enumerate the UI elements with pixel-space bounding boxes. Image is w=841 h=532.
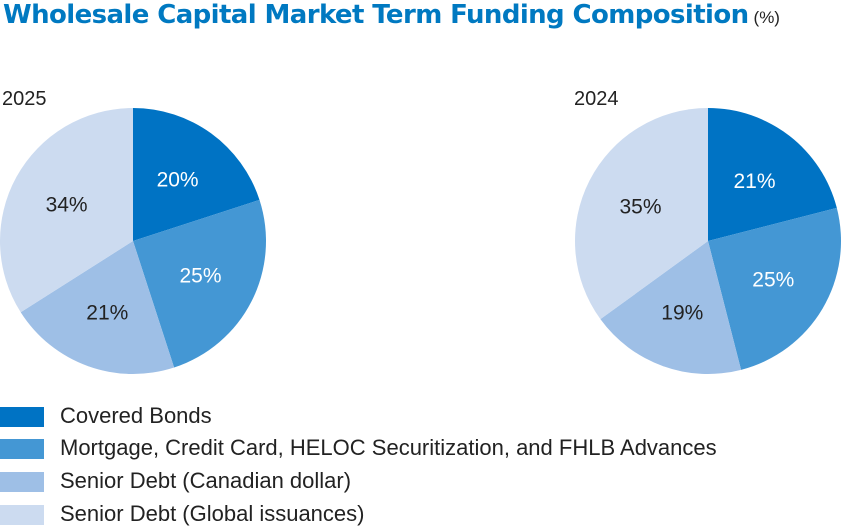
chart-title-row: Wholesale Capital Market Term Funding Co… (3, 0, 780, 30)
legend-label: Covered Bonds (60, 403, 212, 428)
pie-charts: 20% 25% 21% 34% 21% 25% 19% 35% (0, 108, 841, 375)
pie-slice-2024-mortgage-credit-card-heloc-securitization-and-fhlb-advances (708, 207, 841, 370)
slice-label-2024-senior-debt-global-issuances: 35% (619, 196, 661, 219)
legend-swatch (0, 505, 44, 525)
slice-label-2025-senior-debt-global-issuances: 34% (46, 194, 88, 217)
year-label-2025: 2025 (2, 88, 47, 110)
legend-label: Mortgage, Credit Card, HELOC Securitizat… (60, 435, 717, 460)
pie-slice-2025-covered-bonds (133, 108, 260, 241)
legend-swatch (0, 439, 44, 459)
pie-slice-2024-senior-debt-canadian-dollar (600, 241, 742, 375)
year-label-2024: 2024 (574, 88, 619, 110)
pie-slice-2025-senior-debt-global-issuances (0, 108, 133, 313)
slice-label-2024-covered-bonds: 21% (733, 170, 775, 193)
pie-slice-2025-senior-debt-canadian-dollar (20, 241, 175, 375)
pie-2024: 21% 25% 19% 35% (574, 108, 841, 375)
legend-label: Senior Debt (Canadian dollar) (60, 468, 352, 493)
pie-slice-2024-covered-bonds (708, 108, 837, 241)
chart-title: Wholesale Capital Market Term Funding Co… (3, 0, 749, 30)
legend-label: Senior Debt (Global issuances) (60, 501, 365, 526)
pie-slice-2024-senior-debt-global-issuances (574, 108, 708, 320)
slice-label-2025-senior-debt-canadian-dollar: 21% (86, 301, 128, 324)
slice-label-2025-covered-bonds: 20% (157, 169, 199, 192)
slice-label-2025-mortgage-credit-card-heloc-securitization-and-fhlb-advances: 25% (179, 264, 221, 287)
chart-unit: (%) (753, 8, 780, 27)
slice-label-2024-senior-debt-canadian-dollar: 19% (661, 301, 703, 324)
legend-swatch (0, 472, 44, 492)
legend-swatch (0, 407, 44, 427)
slice-label-2024-mortgage-credit-card-heloc-securitization-and-fhlb-advances: 25% (752, 269, 794, 292)
pie-slice-2025-mortgage-credit-card-heloc-securitization-and-fhlb-advances (133, 199, 266, 368)
pie-2025: 20% 25% 21% 34% (0, 108, 266, 375)
